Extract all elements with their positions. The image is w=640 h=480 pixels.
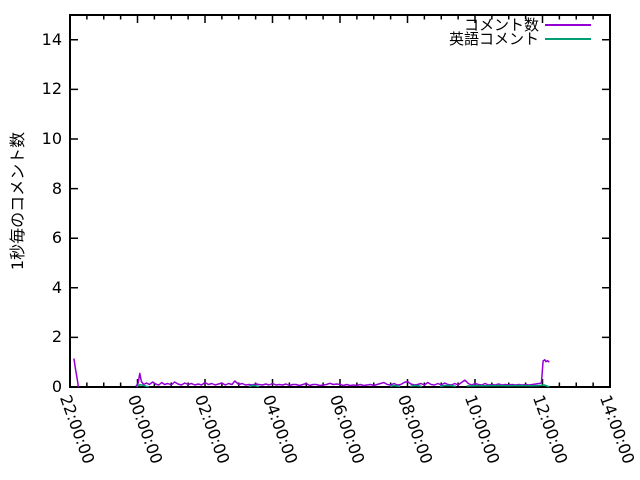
plot-border [69, 14, 611, 388]
legend-line-sample [545, 38, 591, 40]
y-tick-label: 12 [41, 79, 62, 99]
y-tick-label: 0 [51, 377, 62, 396]
legend: コメント数 英語コメント [448, 16, 591, 48]
y-tick-label: 4 [51, 277, 62, 297]
y-tick-label: 8 [51, 178, 62, 198]
y-tick-label: 10 [41, 129, 62, 148]
legend-row: 英語コメント [448, 30, 591, 48]
y-tick-label: 14 [41, 29, 62, 49]
y-axis-title: 1秒毎のコメント数 [8, 131, 27, 271]
y-tick-label: 6 [51, 228, 62, 248]
legend-line-sample [545, 24, 591, 26]
axis-ticks [69, 16, 611, 388]
series-line-1 [73, 358, 550, 388]
y-tick-label: 2 [51, 327, 62, 347]
legend-label: コメント数 [463, 16, 539, 34]
legend-label: 英語コメント [448, 30, 539, 48]
legend-row: コメント数 [449, 16, 591, 34]
series-line-2 [136, 384, 550, 388]
